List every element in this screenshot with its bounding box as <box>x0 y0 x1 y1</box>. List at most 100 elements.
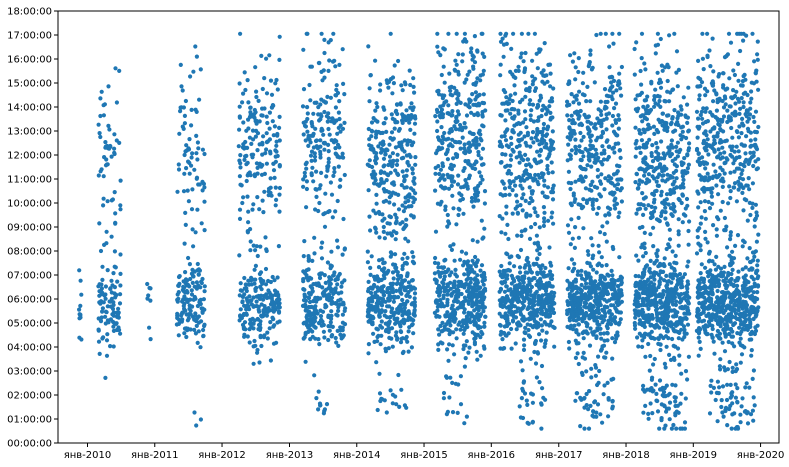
scatter-point <box>616 126 621 131</box>
scatter-point <box>604 350 609 355</box>
scatter-point <box>311 131 316 136</box>
scatter-point <box>177 131 182 136</box>
scatter-point <box>308 153 314 158</box>
scatter-point <box>100 264 105 269</box>
scatter-point <box>255 165 260 170</box>
scatter-point <box>548 269 553 274</box>
scatter-point <box>184 297 189 303</box>
scatter-point <box>607 144 612 149</box>
scatter-point <box>598 230 603 235</box>
scatter-point <box>478 73 483 78</box>
scatter-point <box>467 173 472 178</box>
scatter-point <box>665 89 670 94</box>
scatter-point <box>504 143 509 148</box>
scatter-point <box>580 81 586 86</box>
scatter-point <box>597 250 602 255</box>
scatter-point <box>531 79 536 84</box>
scatter-point <box>183 308 188 313</box>
scatter-point <box>532 177 537 182</box>
scatter-point <box>198 417 203 422</box>
scatter-point <box>238 182 243 187</box>
scatter-point <box>545 163 550 169</box>
scatter-point <box>598 181 604 186</box>
scatter-point <box>565 135 570 140</box>
scatter-point <box>575 351 580 356</box>
scatter-point <box>483 314 488 319</box>
scatter-point <box>470 238 475 243</box>
scatter-point <box>522 109 528 114</box>
scatter-point <box>456 112 461 117</box>
scatter-point <box>528 356 533 361</box>
scatter-point <box>460 59 465 64</box>
scatter-point <box>461 263 466 268</box>
scatter-point <box>273 292 278 297</box>
scatter-point <box>540 263 545 268</box>
scatter-point <box>112 249 117 254</box>
scatter-point <box>253 110 258 115</box>
scatter-point <box>481 271 487 276</box>
scatter-point <box>659 139 664 144</box>
scatter-point <box>664 273 669 278</box>
scatter-point <box>377 311 382 316</box>
scatter-point <box>253 343 258 348</box>
scatter-point <box>318 155 323 160</box>
scatter-point <box>574 391 579 396</box>
scatter-point <box>536 295 541 301</box>
scatter-point <box>366 44 371 49</box>
scatter-point <box>379 319 384 324</box>
scatter-point <box>394 402 399 407</box>
scatter-point <box>548 117 553 122</box>
scatter-point <box>246 220 251 225</box>
scatter-point <box>670 115 675 120</box>
scatter-point <box>532 310 537 315</box>
scatter-point <box>464 282 470 287</box>
scatter-point <box>383 321 388 326</box>
scatter-point <box>189 107 194 112</box>
scatter-point <box>525 420 530 425</box>
scatter-point <box>499 113 504 118</box>
scatter-point <box>319 271 324 276</box>
scatter-point <box>667 262 672 267</box>
scatter-point <box>633 97 638 102</box>
scatter-point <box>408 105 413 110</box>
scatter-point <box>522 68 527 73</box>
scatter-point <box>193 313 198 318</box>
scatter-point <box>390 151 395 156</box>
scatter-point <box>406 309 411 314</box>
scatter-point <box>268 358 273 363</box>
scatter-point <box>578 395 583 400</box>
scatter-point <box>334 87 339 92</box>
scatter-point <box>322 109 327 115</box>
scatter-point <box>186 147 192 152</box>
scatter-point <box>521 380 526 385</box>
scatter-point <box>242 332 247 337</box>
scatter-point <box>524 87 529 93</box>
scatter-point <box>609 94 614 99</box>
scatter-point <box>579 268 584 273</box>
scatter-point <box>245 145 250 150</box>
scatter-point <box>325 94 330 99</box>
scatter-point <box>456 52 461 57</box>
scatter-point <box>649 211 654 216</box>
scatter-point <box>645 177 650 182</box>
scatter-point <box>662 263 667 269</box>
scatter-point <box>326 149 331 154</box>
scatter-point <box>335 142 341 147</box>
scatter-point <box>605 138 610 143</box>
scatter-point <box>245 160 250 165</box>
scatter-point <box>638 150 643 155</box>
scatter-point <box>608 316 613 321</box>
scatter-point <box>448 280 453 285</box>
scatter-point <box>443 207 448 212</box>
scatter-point <box>369 254 374 259</box>
scatter-point <box>463 125 468 130</box>
scatter-point <box>647 266 652 271</box>
scatter-point <box>338 177 343 182</box>
scatter-point <box>590 308 595 313</box>
scatter-point <box>373 277 378 282</box>
scatter-point <box>436 164 441 169</box>
scatter-point <box>595 158 600 163</box>
scatter-point <box>478 335 483 340</box>
scatter-point <box>194 323 199 328</box>
scatter-point <box>187 303 192 308</box>
